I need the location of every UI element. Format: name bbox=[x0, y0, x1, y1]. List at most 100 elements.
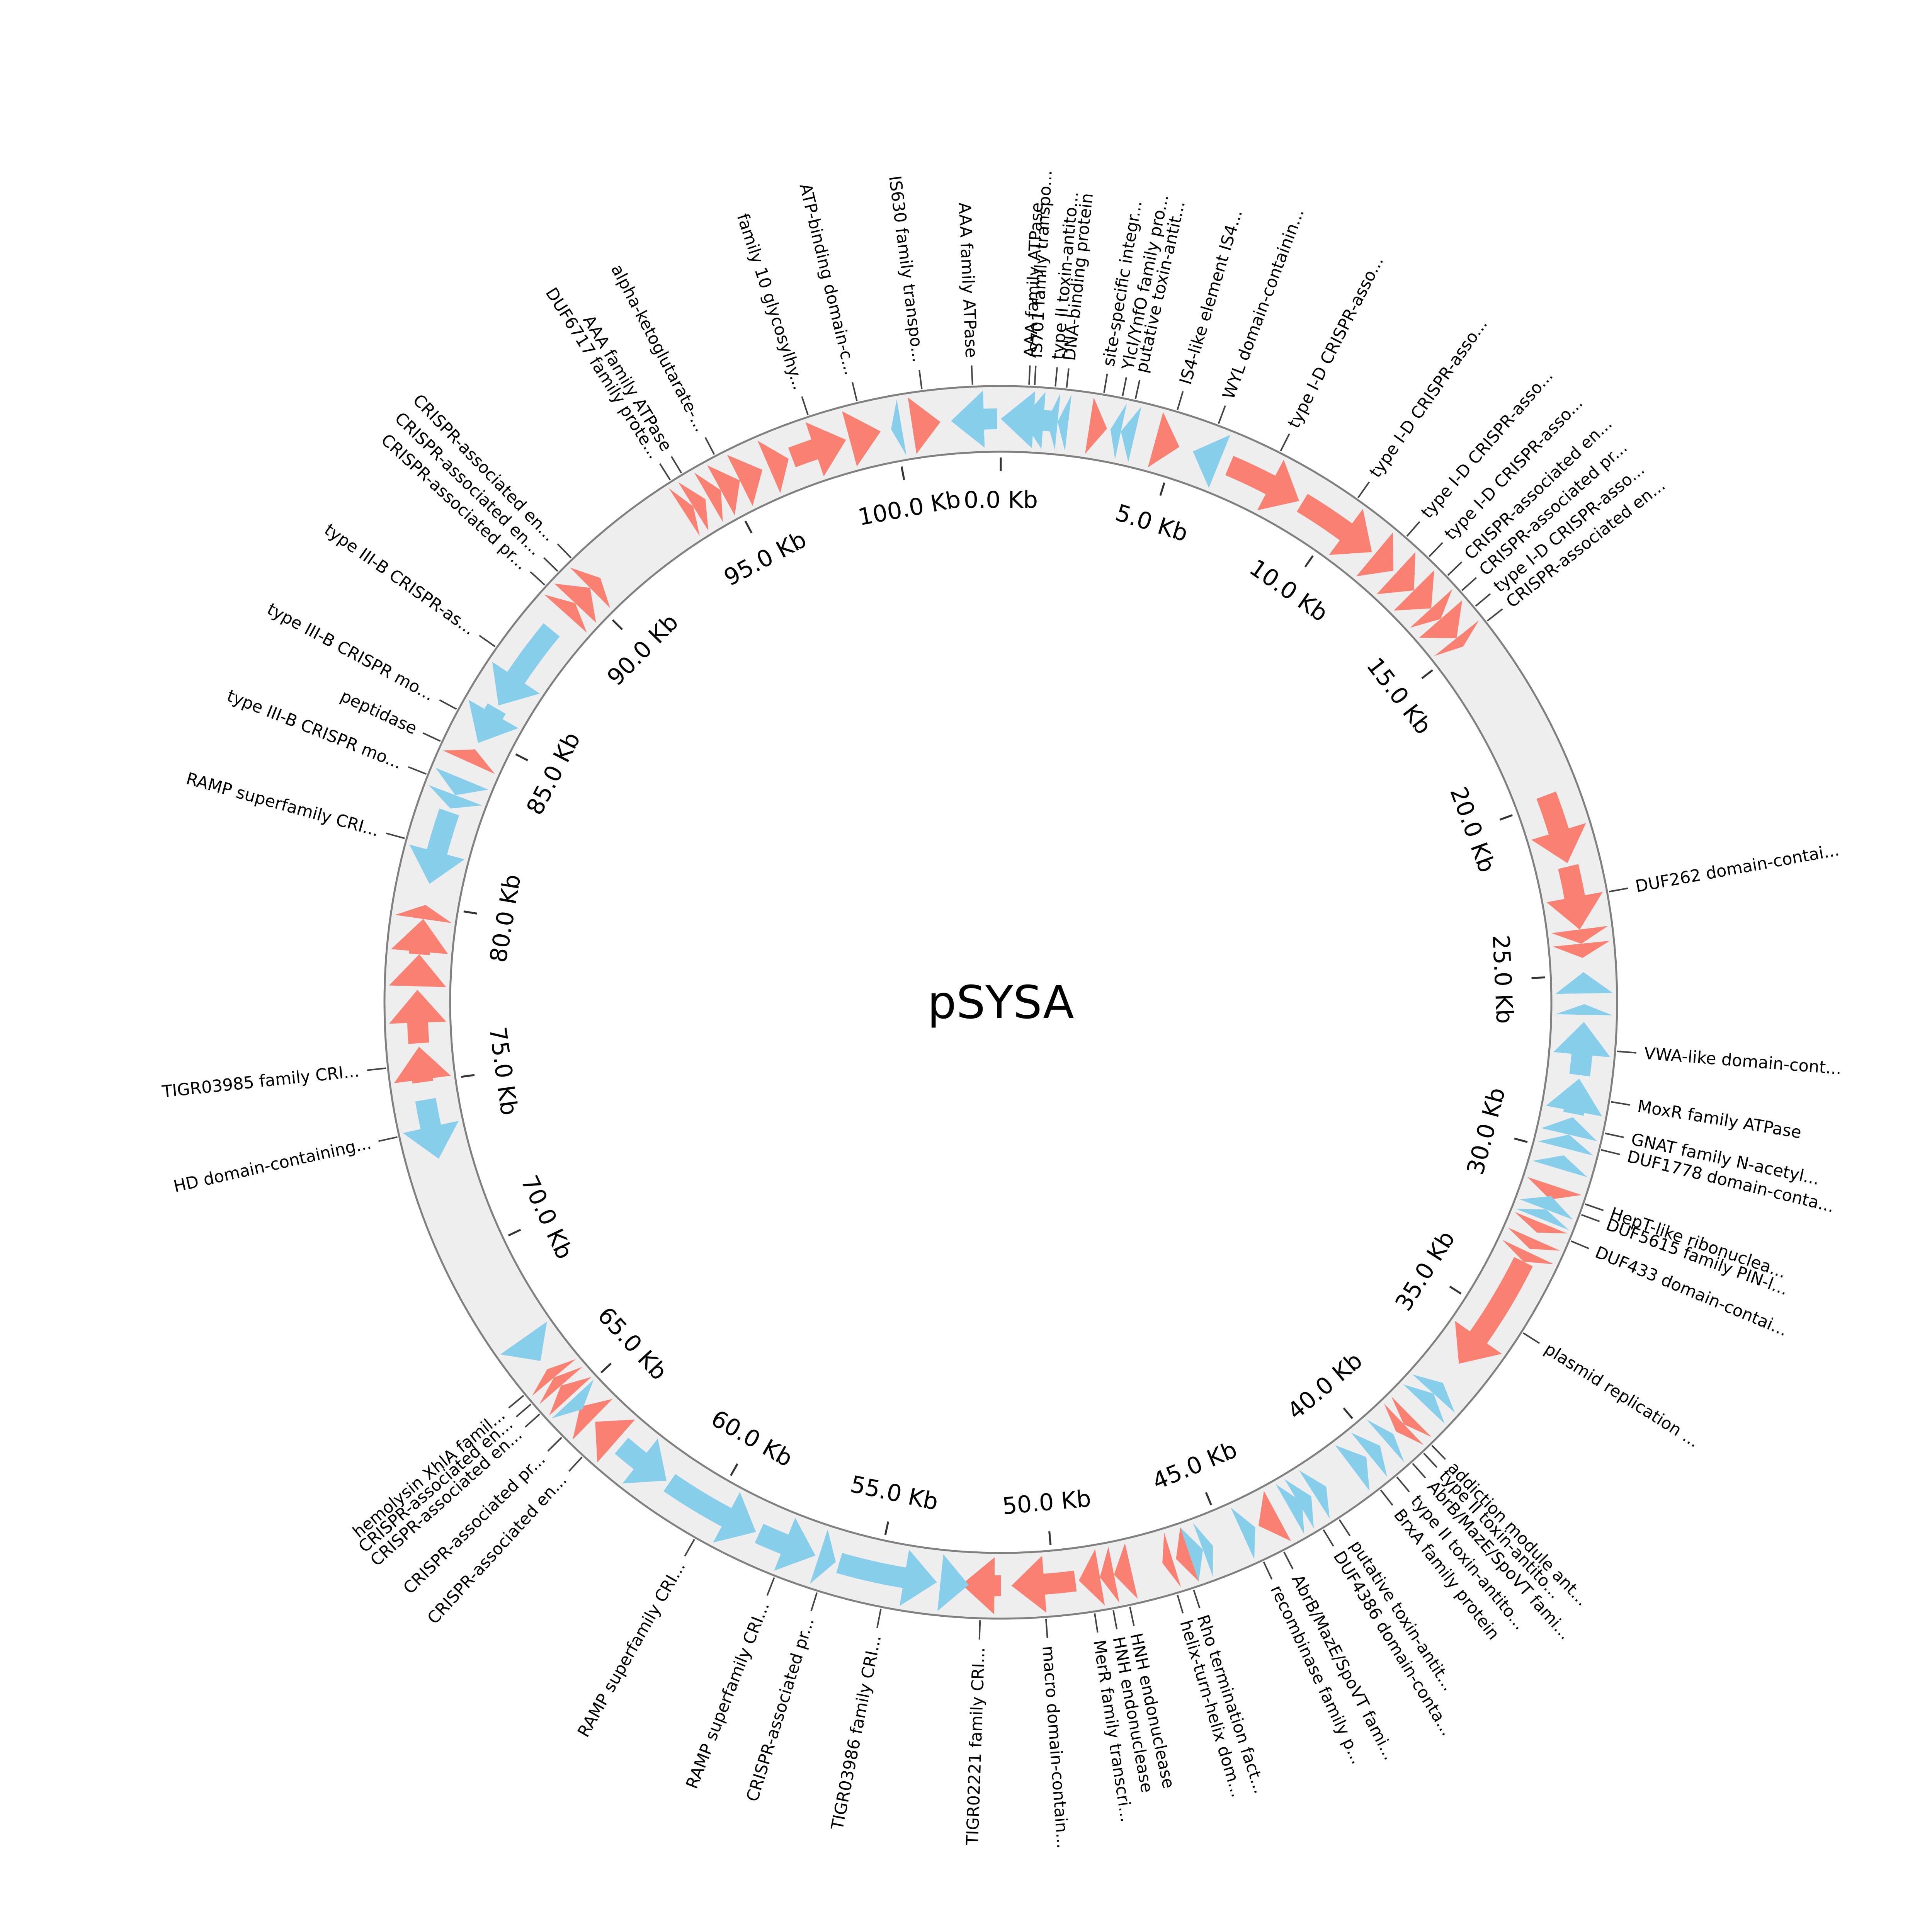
gene-arrow-9 bbox=[1225, 456, 1299, 510]
gene-arrow-59 bbox=[755, 1517, 816, 1571]
gene-label-77: type III-B CRISPR mo... bbox=[224, 686, 405, 773]
gene-leader-31 bbox=[1571, 1240, 1589, 1250]
track-outer-border bbox=[383, 385, 1618, 1620]
gene-arrow-84 bbox=[668, 488, 700, 536]
gene-leader-49 bbox=[1193, 1589, 1201, 1609]
gene-label-69: HD domain-containing... bbox=[172, 1133, 373, 1196]
gene-arrow-7 bbox=[1148, 412, 1180, 468]
gene-arrow-71 bbox=[389, 990, 446, 1044]
gene-label-90: family 10 glycosylhy... bbox=[733, 211, 808, 393]
track-inner-fill bbox=[450, 452, 1551, 1553]
gene-arrow-61 bbox=[614, 1437, 667, 1484]
gene-arrow-35 bbox=[1412, 1374, 1455, 1413]
gene-arrow-76 bbox=[429, 785, 482, 809]
gene-label-75: RAMP superfamily CRI... bbox=[184, 769, 381, 840]
gene-leader-46 bbox=[1263, 1561, 1273, 1580]
gene-leader-0 bbox=[1028, 365, 1031, 385]
gene-arrow-15 bbox=[1419, 600, 1463, 638]
tick-mark-3 bbox=[1421, 669, 1434, 679]
gene-leader-81 bbox=[530, 571, 546, 586]
gene-leader-54 bbox=[1045, 1619, 1048, 1638]
gene-arrow-29 bbox=[1519, 1196, 1573, 1220]
gene-arrow-30 bbox=[1515, 1209, 1569, 1230]
gene-leader-29 bbox=[1581, 1214, 1600, 1222]
gene-leader-60 bbox=[684, 1539, 695, 1557]
gene-label-18: DUF262 domain-contai... bbox=[1634, 840, 1841, 896]
gene-arrow-6 bbox=[1121, 406, 1141, 463]
gene-arrow-13 bbox=[1394, 570, 1434, 611]
gene-leader-78 bbox=[422, 732, 441, 742]
gene-leader-13 bbox=[1447, 561, 1463, 576]
gene-arrow-5 bbox=[1110, 403, 1127, 459]
gene-leader-7 bbox=[1177, 391, 1184, 410]
gene-arrow-67 bbox=[532, 1359, 576, 1396]
gene-arrow-10 bbox=[1297, 494, 1372, 555]
gene-arrow-32 bbox=[1508, 1227, 1560, 1251]
gene-leader-16 bbox=[1486, 608, 1503, 622]
gene-arrow-12 bbox=[1376, 552, 1415, 594]
gene-arrow-86 bbox=[694, 473, 723, 522]
gene-leader-18 bbox=[1609, 887, 1628, 893]
gene-arrow-83 bbox=[570, 567, 611, 608]
gene-arrow-40 bbox=[1351, 1432, 1387, 1477]
gene-leader-34 bbox=[1522, 1332, 1540, 1344]
gene-leader-87 bbox=[704, 437, 715, 455]
gene-arrow-47 bbox=[1193, 1523, 1213, 1577]
gene-leader-75 bbox=[386, 832, 405, 839]
gene-leader-12 bbox=[1429, 542, 1443, 557]
gene-arrow-60 bbox=[663, 1474, 756, 1543]
tick-mark-12 bbox=[730, 1463, 738, 1476]
gene-arrow-46 bbox=[1230, 1507, 1255, 1560]
gene-leader-11 bbox=[1406, 521, 1420, 537]
gene-label-66: CRISPR-associated en... bbox=[355, 1414, 517, 1556]
tick-mark-15 bbox=[461, 1074, 475, 1078]
gene-leader-45 bbox=[1283, 1551, 1294, 1570]
gene-leader-43 bbox=[1323, 1529, 1334, 1547]
gene-leader-2 bbox=[1054, 367, 1058, 387]
gene-arrow-22 bbox=[1555, 1004, 1613, 1015]
gene-leader-3 bbox=[1066, 368, 1070, 388]
gene-arrow-41 bbox=[1335, 1445, 1370, 1491]
tick-mark-8 bbox=[1343, 1407, 1353, 1419]
gene-leader-5 bbox=[1122, 377, 1127, 396]
gene-arrow-48 bbox=[1180, 1527, 1203, 1582]
gene-label-94: AAA family ATPase bbox=[954, 202, 981, 358]
gene-arrow-93 bbox=[908, 397, 940, 454]
backbone-track bbox=[383, 385, 1618, 1620]
tick-label-5: 25.0 Kb bbox=[1487, 934, 1518, 1024]
gene-arrow-24 bbox=[1546, 1078, 1602, 1117]
gene-arrow-42 bbox=[1299, 1470, 1330, 1519]
tick-mark-7 bbox=[1449, 1286, 1462, 1295]
gene-arrow-53 bbox=[1079, 1549, 1105, 1605]
gene-arrow-54 bbox=[1011, 1556, 1077, 1613]
gene-leader-80 bbox=[479, 634, 496, 648]
gene-arrow-31 bbox=[1514, 1212, 1568, 1234]
gene-leader-62 bbox=[568, 1456, 583, 1472]
gene-arrow-18 bbox=[1546, 864, 1603, 930]
gene-arrow-64 bbox=[552, 1379, 594, 1418]
gene-leader-52 bbox=[1112, 1610, 1118, 1629]
gene-label-9: type I-D CRISPR-asso... bbox=[1284, 253, 1388, 431]
gene-leader-6 bbox=[1134, 380, 1141, 399]
gene-leader-39 bbox=[1412, 1463, 1426, 1479]
gene-leader-15 bbox=[1475, 593, 1491, 607]
tick-mark-2 bbox=[1304, 555, 1314, 568]
gene-leader-9 bbox=[1280, 433, 1290, 452]
gene-arrow-73 bbox=[391, 919, 448, 955]
gene-arrow-91 bbox=[842, 411, 881, 467]
gene-arrow-88 bbox=[727, 455, 762, 506]
gene-arrow-51 bbox=[1114, 1543, 1138, 1599]
gene-arrow-62 bbox=[595, 1419, 635, 1463]
tick-mark-1 bbox=[1159, 482, 1165, 496]
gene-arrow-80 bbox=[492, 623, 560, 706]
gene-arrow-21 bbox=[1555, 972, 1613, 994]
tick-mark-16 bbox=[463, 910, 477, 915]
gene-arrow-28 bbox=[1527, 1177, 1582, 1200]
gene-label-60: RAMP superfamily CRI... bbox=[574, 1558, 689, 1740]
gene-arrow-20 bbox=[1553, 940, 1610, 958]
gene-arrow-27 bbox=[1532, 1155, 1587, 1177]
gene-arrow-19 bbox=[1551, 926, 1608, 944]
gene-label-54: macro domain-contain... bbox=[1038, 1645, 1072, 1849]
gene-arrow-69 bbox=[403, 1098, 459, 1159]
gene-arrow-11 bbox=[1356, 532, 1394, 577]
